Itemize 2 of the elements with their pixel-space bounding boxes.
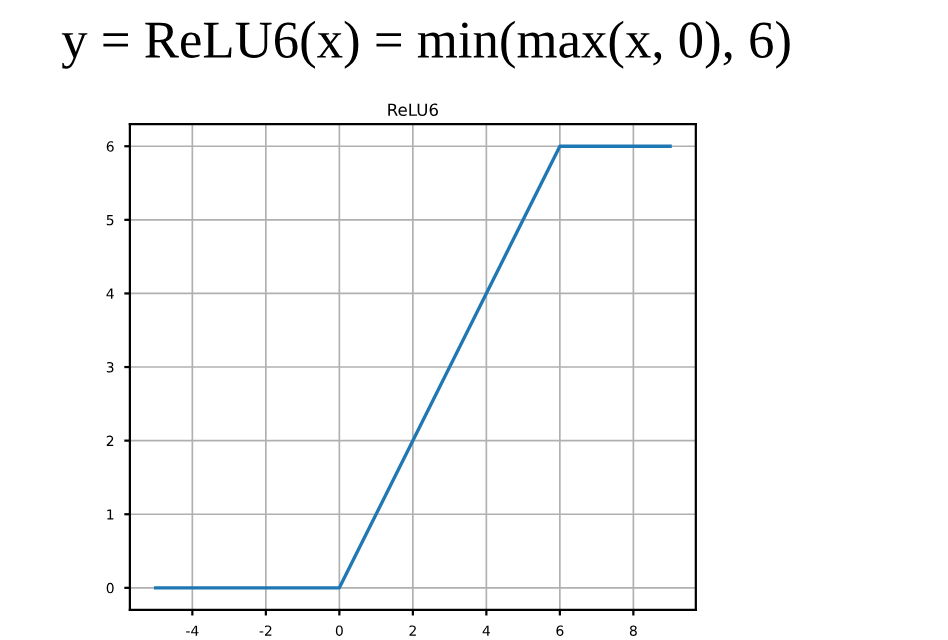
chart-title: y = ReLU6(x) = min(max(x, 0), 6)	[61, 20, 790, 69]
chart-subtitle: ReLU6	[388, 103, 438, 117]
